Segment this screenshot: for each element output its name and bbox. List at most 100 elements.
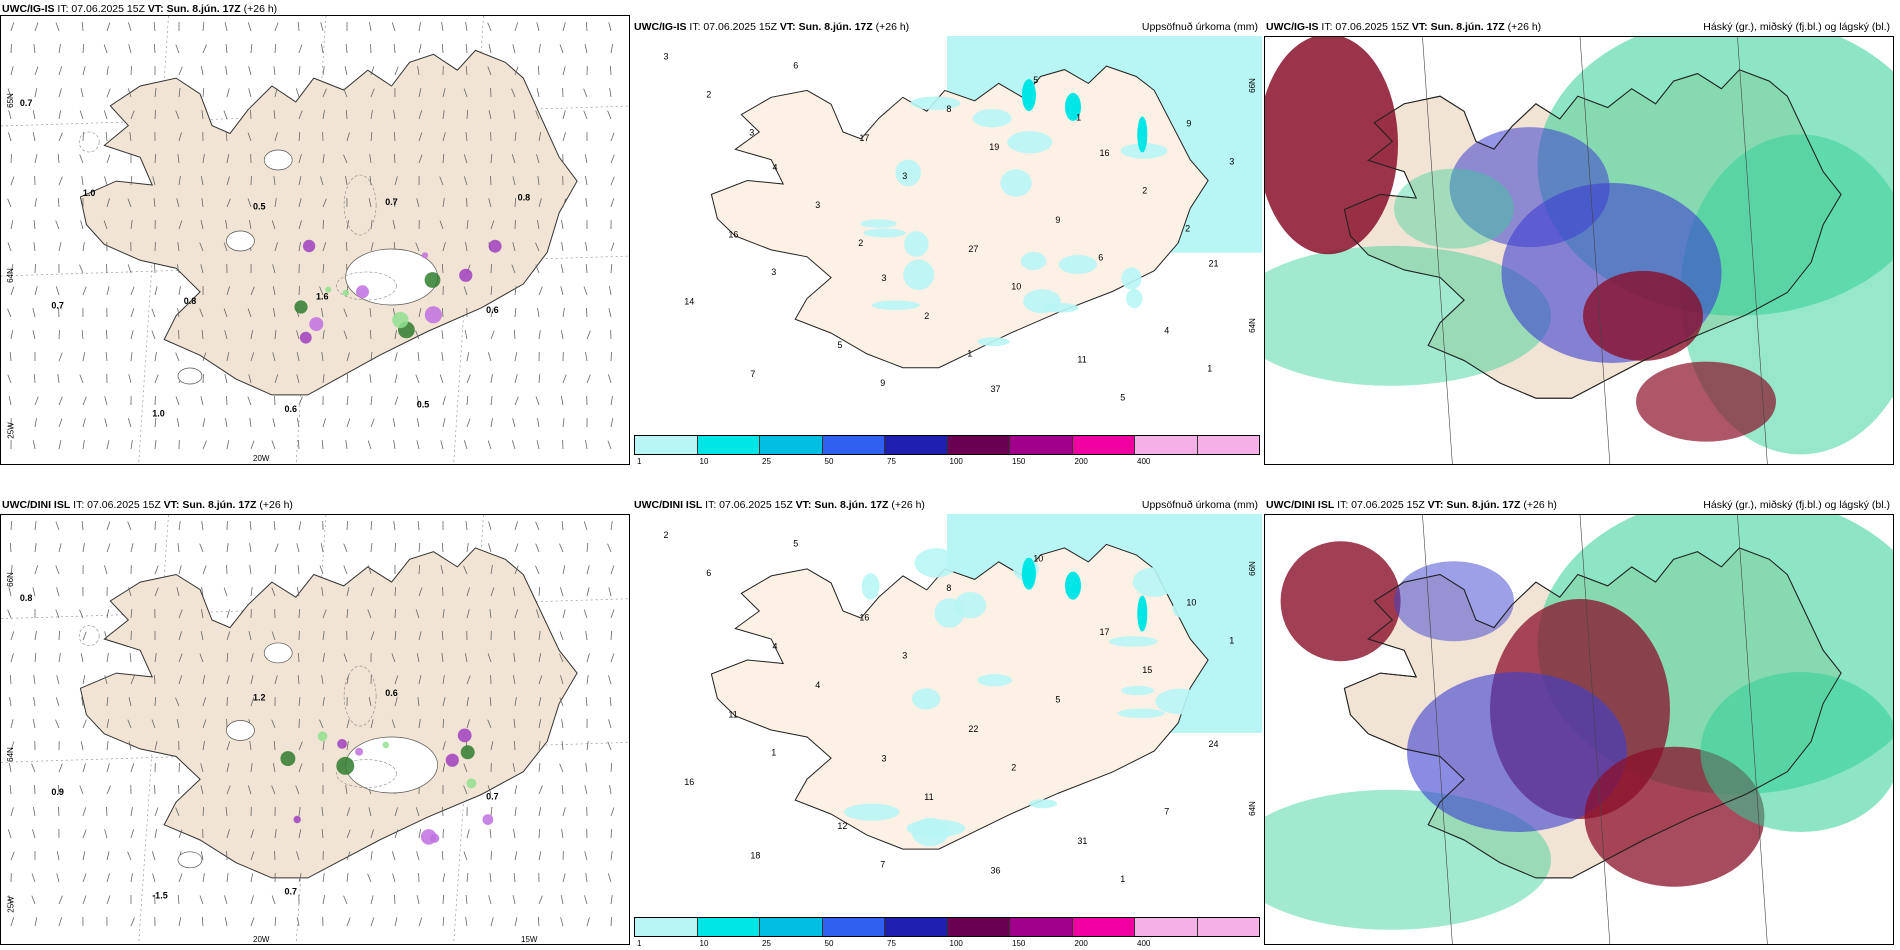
precip-patch — [1000, 169, 1032, 197]
wind-barb — [442, 718, 445, 729]
wind-barb — [418, 542, 421, 553]
precip-patch — [895, 159, 921, 187]
wind-barb — [127, 88, 132, 98]
colorbar-label: 400 — [1137, 457, 1151, 466]
precip-value-label: 18 — [750, 851, 760, 861]
wind-barb — [442, 110, 445, 120]
wind-barb — [274, 198, 277, 208]
precip-patch — [482, 814, 494, 825]
wind-barb — [514, 132, 517, 142]
wind-barb — [560, 264, 564, 274]
precip-value-label: 10 — [1186, 598, 1196, 608]
wind-barb — [537, 418, 540, 428]
cloud-field — [1394, 168, 1514, 249]
wind-barb — [511, 264, 516, 274]
wind-barb — [585, 352, 588, 362]
wind-barb — [464, 330, 468, 340]
wind-barb — [538, 895, 543, 905]
precip-patch — [1121, 685, 1154, 696]
wind-barb — [34, 198, 37, 208]
wind-barb — [130, 220, 133, 230]
precip-patch — [903, 259, 935, 290]
wind-barb — [535, 543, 540, 553]
wind-barb — [346, 373, 348, 384]
map-canvas: 0.7 0.5 0.6 1.0 0.7 0.7 0.6 0.8 0.8 0.5 1.0 1.6 — [1, 16, 629, 464]
wind-barb — [487, 719, 492, 729]
wind-barb — [10, 176, 15, 186]
precip-value-label: 17 — [859, 133, 869, 143]
wind-barb — [250, 109, 252, 120]
wind-barb — [10, 653, 14, 663]
wind-barb — [202, 87, 205, 98]
precip-value-label: 1 — [1076, 113, 1081, 123]
field-value-label: 0.7 — [51, 301, 64, 311]
field-value-label: 1.0 — [152, 409, 165, 419]
wind-barb — [514, 785, 518, 795]
wind-barb — [154, 88, 157, 98]
wind-barb — [394, 894, 396, 905]
precip-value-label: 1 — [967, 349, 972, 359]
wind-barb — [58, 132, 63, 142]
wind-barb — [295, 785, 300, 795]
wind-barb — [511, 88, 516, 98]
wind-barb — [248, 88, 252, 98]
precip-patch — [309, 317, 324, 332]
field-value-label: 0.9 — [51, 787, 64, 797]
wind-barb — [561, 396, 564, 406]
wind-barb — [610, 653, 615, 663]
wind-barb — [34, 154, 38, 164]
init-time: IT: 07.06.2025 15Z — [73, 499, 161, 511]
wind-barb — [320, 543, 324, 553]
wind-barb — [106, 609, 110, 619]
wind-barb — [394, 917, 398, 927]
wind-barb — [417, 352, 420, 362]
wind-barb — [488, 44, 492, 54]
wind-barb — [178, 220, 183, 230]
wind-barb — [58, 66, 63, 76]
wind-barb — [224, 22, 228, 32]
wind-barb — [297, 564, 300, 575]
wind-barb — [586, 565, 590, 575]
wind-barb — [465, 521, 468, 531]
wind-barb — [394, 66, 399, 76]
wind-barb — [370, 829, 374, 839]
glacier-area — [226, 230, 255, 252]
wind-barb — [562, 873, 566, 883]
wind-barb — [105, 351, 108, 362]
wind-barb — [536, 440, 540, 450]
wind-barb — [465, 894, 468, 905]
wind-barb — [538, 373, 541, 384]
precip-patch — [299, 331, 312, 344]
wind-barb — [561, 719, 564, 729]
precip-patch — [459, 268, 473, 282]
colorbar-segment — [1197, 918, 1259, 936]
wind-barb — [33, 373, 36, 384]
wind-barb — [512, 895, 516, 905]
wind-barb — [394, 396, 399, 406]
wind-barb — [200, 785, 204, 795]
colorbar-segment: 1 — [635, 918, 698, 948]
hatched-area — [336, 759, 397, 788]
wind-barb — [7, 829, 12, 839]
wind-barb — [249, 418, 252, 428]
wind-barb — [106, 851, 110, 861]
wind-barb — [202, 154, 205, 164]
wind-barb — [370, 131, 373, 142]
precip-patch — [977, 337, 1010, 347]
wind-barb — [538, 198, 542, 208]
wind-barb — [226, 176, 230, 186]
wind-barb — [178, 653, 183, 663]
wind-barbs — [7, 520, 615, 927]
wind-barb — [346, 873, 349, 883]
precip-value-label: 9 — [1055, 215, 1060, 225]
wind-barb — [537, 220, 540, 230]
hatched-area — [78, 131, 100, 153]
wind-barb — [607, 440, 612, 450]
field-value-label: 0.7 — [285, 886, 298, 896]
precip-value-label: 8 — [946, 583, 951, 593]
wind-barb — [274, 88, 278, 98]
wind-barb — [536, 154, 540, 164]
wind-barb — [418, 308, 422, 318]
wind-barb — [370, 418, 375, 428]
wind-barb — [10, 330, 14, 340]
